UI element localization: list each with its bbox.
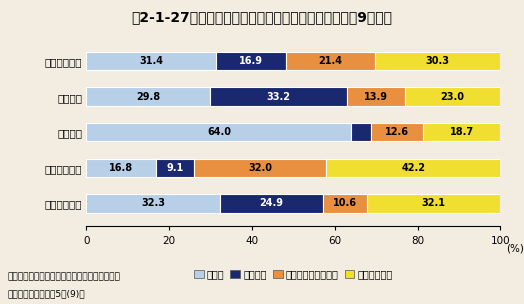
Bar <box>86 159 156 177</box>
Bar <box>371 123 423 141</box>
Text: 10.6: 10.6 <box>333 199 357 208</box>
Text: 23.0: 23.0 <box>440 92 464 102</box>
Text: 18.7: 18.7 <box>450 127 474 137</box>
Bar <box>86 194 220 212</box>
Text: 30.3: 30.3 <box>425 56 450 66</box>
Bar <box>287 52 375 70</box>
Bar <box>210 88 347 106</box>
Text: 21.4: 21.4 <box>319 56 343 66</box>
Text: 12.6: 12.6 <box>385 127 409 137</box>
Text: 13.9: 13.9 <box>364 92 388 102</box>
Text: 32.1: 32.1 <box>422 199 445 208</box>
Text: (%): (%) <box>506 243 524 253</box>
Text: 第2-1-27図　研究機関の研究費の費目別構成比（平成9年度）: 第2-1-27図 研究機関の研究費の費目別構成比（平成9年度） <box>132 11 392 25</box>
Bar <box>367 194 500 212</box>
Text: 16.9: 16.9 <box>239 56 264 66</box>
Text: 9.1: 9.1 <box>166 163 183 173</box>
Bar <box>220 194 323 212</box>
Bar <box>86 52 216 70</box>
Text: 33.2: 33.2 <box>267 92 290 102</box>
Text: 32.3: 32.3 <box>141 199 165 208</box>
Text: 64.0: 64.0 <box>207 127 231 137</box>
Text: 16.8: 16.8 <box>109 163 133 173</box>
Text: 24.9: 24.9 <box>260 199 283 208</box>
Text: 29.8: 29.8 <box>136 92 160 102</box>
Bar <box>86 123 352 141</box>
Bar <box>352 123 371 141</box>
Bar <box>405 88 500 106</box>
Bar <box>375 52 500 70</box>
Text: 32.0: 32.0 <box>248 163 272 173</box>
Text: （参照：付属資料5．(9)）: （参照：付属資料5．(9)） <box>8 289 85 298</box>
Text: 31.4: 31.4 <box>139 56 163 66</box>
Legend: 人件費, 原材料費, 有形固定資産購入費, その他の経費: 人件費, 原材料費, 有形固定資産購入費, その他の経費 <box>194 269 393 279</box>
Bar <box>156 159 194 177</box>
Bar <box>323 194 367 212</box>
Bar <box>326 159 501 177</box>
Bar <box>194 159 326 177</box>
Bar <box>86 88 210 106</box>
Bar <box>423 123 500 141</box>
Bar <box>347 88 405 106</box>
Bar <box>216 52 287 70</box>
Text: 42.2: 42.2 <box>401 163 425 173</box>
Text: 資料：総務庁統計局「科学技術研究調査報告」: 資料：総務庁統計局「科学技術研究調査報告」 <box>8 272 121 281</box>
